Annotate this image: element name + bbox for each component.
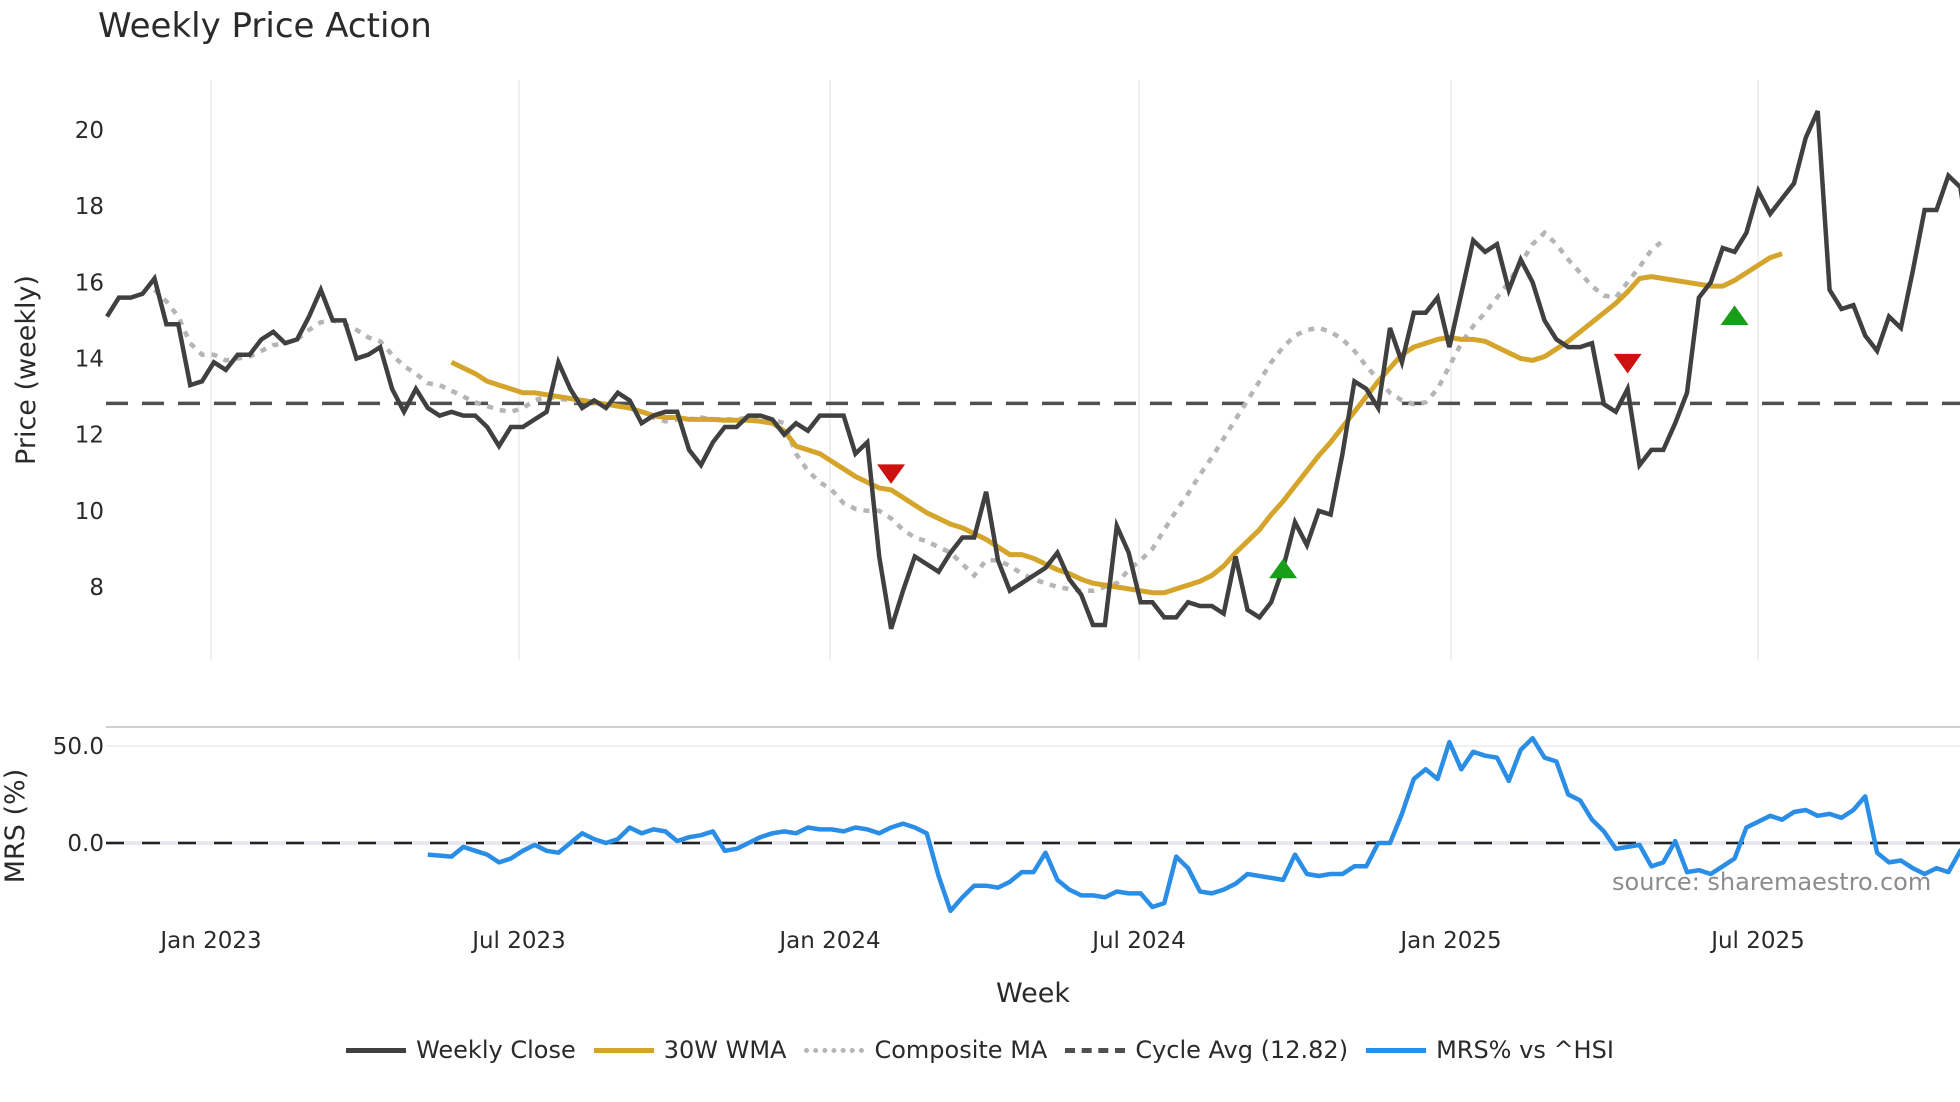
x-axis-label: Week — [996, 978, 1070, 1009]
legend-item[interactable]: Composite MA — [804, 1036, 1047, 1064]
price-tick-label: 10 — [75, 499, 104, 525]
signal-markers — [877, 305, 1749, 579]
price-axis-ticks: 20 18 16 14 12 10 8 — [75, 118, 104, 601]
mrs-tick-label: 50.0 — [53, 734, 104, 760]
legend-item[interactable]: Cycle Avg (12.82) — [1065, 1036, 1348, 1064]
price-tick-label: 16 — [75, 270, 104, 296]
x-tick-label: Jul 2024 — [1090, 928, 1186, 954]
buy-signal-triangle-up-icon — [1720, 305, 1749, 325]
wma-30w-line — [450, 251, 1783, 596]
composite-ma-line — [152, 229, 1665, 594]
legend-label: Weekly Close — [416, 1036, 576, 1064]
source-label: source: sharemaestro.com — [1612, 868, 1931, 896]
mrs-axis-label: MRS (%) — [0, 769, 31, 884]
mrs-line — [427, 735, 1960, 914]
legend-swatch-icon — [346, 1047, 407, 1053]
legend-item[interactable]: MRS% vs ^HSI — [1366, 1036, 1614, 1064]
x-tick-label: Jul 2025 — [1709, 928, 1805, 954]
price-tick-label: 8 — [89, 575, 104, 601]
sell-signal-triangle-down-icon — [877, 464, 906, 484]
buy-signal-triangle-up-icon — [1269, 558, 1298, 579]
legend-item[interactable]: Weekly Close — [346, 1036, 576, 1064]
legend-item[interactable]: 30W WMA — [593, 1036, 787, 1064]
x-tick-label: Jul 2023 — [470, 928, 566, 954]
legend-swatch-icon — [593, 1047, 654, 1053]
legend-label: Composite MA — [874, 1036, 1048, 1064]
x-axis-ticks: Jan 2023 Jul 2023 Jan 2024 Jul 2024 Jan 2025… — [158, 928, 1804, 954]
weekly-close-line — [105, 110, 1960, 630]
sell-signal-triangle-down-icon — [1613, 353, 1642, 374]
legend-label: MRS% vs ^HSI — [1436, 1036, 1614, 1064]
chart-title: Weekly Price Action — [98, 6, 432, 46]
price-gridlines — [210, 80, 1759, 660]
x-tick-label: Jan 2025 — [1398, 928, 1501, 954]
legend-swatch-icon — [804, 1047, 865, 1053]
legend-swatch-icon — [1366, 1047, 1427, 1053]
x-tick-label: Jan 2024 — [777, 928, 880, 954]
price-tick-label: 14 — [75, 346, 104, 372]
price-tick-label: 20 — [75, 118, 104, 144]
legend-swatch-icon — [1065, 1047, 1126, 1053]
price-tick-label: 12 — [75, 423, 104, 449]
price-tick-label: 18 — [75, 194, 104, 220]
mrs-axis-ticks: 50.0 0.0 — [53, 734, 104, 857]
legend-label: Cycle Avg (12.82) — [1135, 1036, 1349, 1064]
legend: Weekly Close 30W WMA Composite MA Cycle Avg… — [0, 1036, 1960, 1064]
legend-label: 30W WMA — [663, 1036, 787, 1064]
mrs-tick-label: 0.0 — [67, 831, 104, 857]
price-axis-label: Price (weekly) — [11, 275, 42, 465]
x-tick-label: Jan 2023 — [158, 928, 261, 954]
